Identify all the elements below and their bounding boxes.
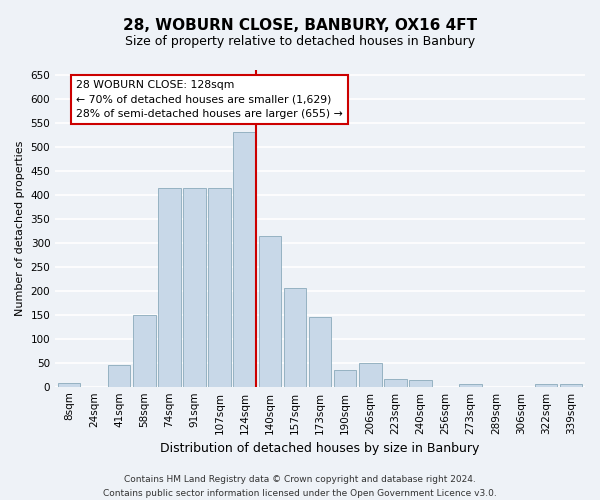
Bar — [259, 236, 281, 386]
Bar — [183, 188, 206, 386]
Bar — [334, 370, 356, 386]
Bar — [208, 188, 231, 386]
Y-axis label: Number of detached properties: Number of detached properties — [15, 140, 25, 316]
Bar — [359, 362, 382, 386]
Text: 28, WOBURN CLOSE, BANBURY, OX16 4FT: 28, WOBURN CLOSE, BANBURY, OX16 4FT — [123, 18, 477, 32]
Bar — [284, 288, 306, 386]
Bar — [158, 188, 181, 386]
Bar — [58, 383, 80, 386]
Bar — [409, 380, 432, 386]
Bar — [309, 317, 331, 386]
X-axis label: Distribution of detached houses by size in Banbury: Distribution of detached houses by size … — [160, 442, 480, 455]
Text: 28 WOBURN CLOSE: 128sqm
← 70% of detached houses are smaller (1,629)
28% of semi: 28 WOBURN CLOSE: 128sqm ← 70% of detache… — [76, 80, 343, 119]
Bar — [233, 132, 256, 386]
Bar — [133, 314, 155, 386]
Bar — [535, 384, 557, 386]
Bar — [560, 384, 583, 386]
Text: Contains HM Land Registry data © Crown copyright and database right 2024.
Contai: Contains HM Land Registry data © Crown c… — [103, 476, 497, 498]
Bar — [384, 380, 407, 386]
Text: Size of property relative to detached houses in Banbury: Size of property relative to detached ho… — [125, 35, 475, 48]
Bar — [460, 384, 482, 386]
Bar — [108, 365, 130, 386]
